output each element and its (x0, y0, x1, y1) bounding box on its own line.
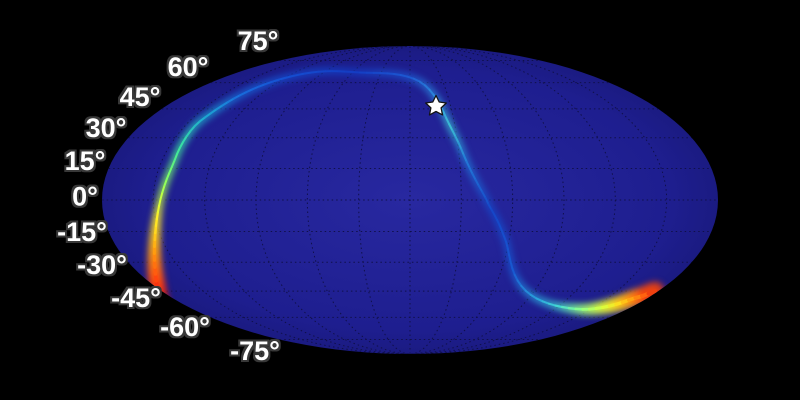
svg-text:60°: 60° (168, 52, 209, 82)
svg-text:-15°: -15° (57, 217, 107, 247)
svg-text:-45°: -45° (111, 283, 161, 313)
svg-text:75°: 75° (238, 26, 279, 56)
svg-text:45°: 45° (120, 82, 161, 112)
svg-text:-75°: -75° (230, 336, 280, 366)
svg-text:-60°: -60° (160, 312, 210, 342)
svg-text:0°: 0° (72, 182, 98, 212)
svg-text:15°: 15° (65, 146, 106, 176)
svg-text:-30°: -30° (77, 250, 127, 280)
svg-text:30°: 30° (86, 113, 127, 143)
